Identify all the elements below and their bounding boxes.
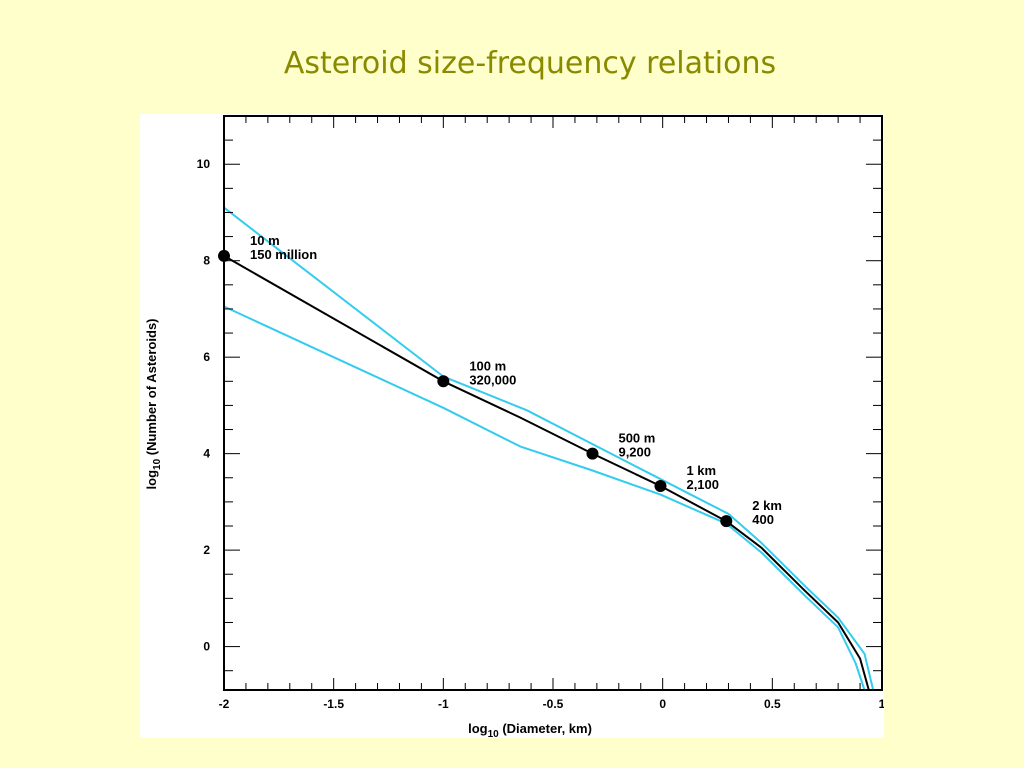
y-tick-label: 8 <box>203 254 210 268</box>
slide-title: Asteroid size-frequency relations <box>283 46 777 81</box>
x-tick-label: -2 <box>219 697 230 711</box>
y-tick-label: 2 <box>203 543 210 557</box>
data-point-marker <box>654 479 667 492</box>
x-axis-label: log10 (Diameter, km) <box>468 721 592 738</box>
annotation-count-label: 150 million <box>250 247 317 262</box>
plot-panel: -2 -1.5 -1 -0.5 0 0.5 1 0 2 4 6 8 10 10 m 150 million… <box>140 114 886 740</box>
annotation-size-label: 100 m <box>469 358 506 373</box>
y-tick-label: 4 <box>203 447 210 461</box>
annotation-size-label: 10 m <box>250 233 280 248</box>
x-tick-label: -1 <box>438 697 449 711</box>
annotation-size-label: 1 km <box>686 463 716 478</box>
x-tick-label: 1 <box>879 697 884 711</box>
plot-frame <box>223 115 883 691</box>
plot-border <box>223 115 883 691</box>
x-tick-label: -0.5 <box>543 697 564 711</box>
series-line-estimate <box>223 255 870 691</box>
data-point-marker <box>586 447 599 460</box>
data-point-marker <box>218 249 230 262</box>
annotation-size-label: 2 km <box>752 498 782 513</box>
curve-layer <box>223 206 875 691</box>
y-tick-label: 6 <box>203 350 210 364</box>
y-tick-label: 10 <box>197 157 211 171</box>
data-point-marker <box>437 375 450 388</box>
x-tick-label: 0.5 <box>764 697 781 711</box>
x-tick-label: 0 <box>659 697 666 711</box>
series-line-upper-bound <box>223 206 875 691</box>
annotation-size-label: 500 m <box>618 431 655 446</box>
annotation-count-label: 9,200 <box>618 445 651 460</box>
annotation-count-label: 400 <box>752 512 774 527</box>
y-axis-label: log10 (Number of Asteroids) <box>144 319 163 490</box>
x-tick-label: -1.5 <box>323 697 344 711</box>
annotation-count-label: 2,100 <box>686 477 719 492</box>
y-tick-label: 0 <box>203 640 210 654</box>
annotation-count-label: 320,000 <box>469 372 516 387</box>
data-point-marker <box>720 515 733 528</box>
